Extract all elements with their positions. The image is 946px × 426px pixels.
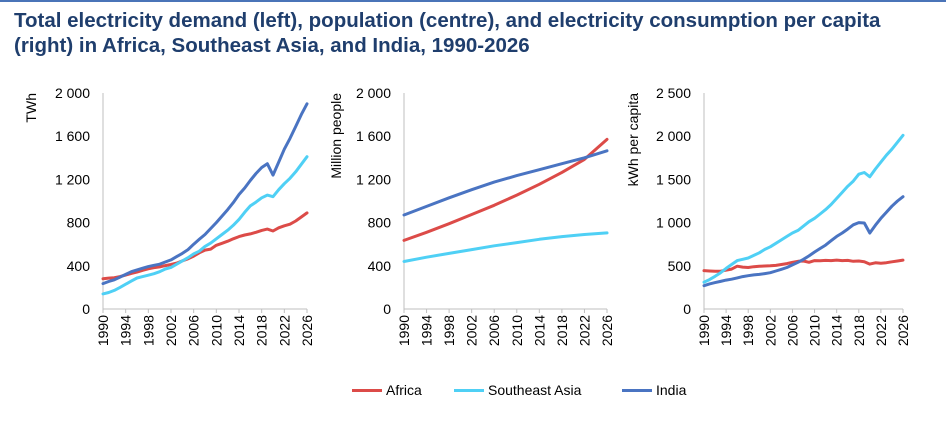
x-tick-label: 2010	[807, 315, 823, 346]
x-tick-label: 2010	[509, 315, 525, 346]
x-tick-label: 2010	[208, 315, 224, 346]
series-line-africa	[402, 137, 609, 242]
y-tick-label: 1 000	[656, 215, 691, 231]
legend-swatch-southeast-asia	[454, 388, 484, 392]
legend-label-southeast-asia: Southeast Asia	[488, 382, 582, 398]
x-tick-label: 2018	[254, 315, 270, 346]
series-line-southeast-asia	[702, 133, 905, 284]
x-tick-label: 2022	[276, 315, 292, 346]
x-tick-label: 2002	[762, 315, 778, 346]
y-tick-label: 2 500	[656, 85, 691, 101]
x-tick-label: 2018	[554, 315, 570, 346]
y-tick-label: 1 600	[55, 128, 90, 144]
legend: Africa Southeast Asia India	[0, 380, 946, 402]
x-tick-label: 2022	[576, 315, 592, 346]
y-axis-label: Million people	[328, 93, 344, 179]
legend-label-africa: Africa	[386, 382, 422, 398]
y-axis-label: TWh	[23, 93, 39, 123]
legend-item-india: India	[622, 380, 686, 400]
x-tick-label: 2002	[163, 315, 179, 346]
x-tick-label: 2018	[851, 315, 867, 346]
y-tick-label: 2 000	[656, 128, 691, 144]
series-line-india	[702, 195, 905, 288]
y-tick-label: 0	[82, 301, 90, 317]
charts-canvas: 0 400 800 1 200 1 600 2 000 TWh 1990 1994 1998 200…	[23, 85, 911, 346]
x-tick-label: 2022	[873, 315, 889, 346]
x-tick-label: 2026	[895, 315, 911, 346]
y-tick-label: 1 500	[656, 171, 691, 187]
series-line-africa	[101, 211, 309, 281]
x-tick-label: 2026	[299, 315, 315, 346]
x-tick-label: 2006	[784, 315, 800, 346]
y-tick-label: 800	[67, 215, 91, 231]
series-line-southeast-asia	[402, 231, 609, 263]
legend-item-africa: Africa	[352, 380, 422, 400]
x-tick-label: 2026	[599, 315, 615, 346]
series-line-southeast-asia	[101, 155, 309, 296]
x-tick-label: 1990	[696, 315, 712, 346]
x-tick-label: 2006	[186, 315, 202, 346]
page-title: Total electricity demand (left), populat…	[14, 9, 881, 57]
chart-panel-2: 0 400 800 1 200 1 600 2 000 Million people 1990…	[328, 85, 615, 346]
legend-swatch-africa	[352, 388, 382, 392]
y-tick-label: 2 000	[356, 85, 391, 101]
x-tick-label: 1994	[419, 315, 435, 346]
y-tick-label: 1 600	[356, 128, 391, 144]
top-rule	[0, 0, 946, 2]
series-line-india	[101, 102, 309, 286]
legend-item-southeast-asia: Southeast Asia	[454, 380, 581, 400]
x-tick-label: 1990	[396, 315, 412, 346]
y-tick-label: 0	[683, 301, 691, 317]
legend-swatch-india	[622, 388, 652, 392]
x-tick-label: 2014	[231, 315, 247, 346]
y-tick-label: 1 200	[55, 171, 90, 187]
x-tick-label: 2006	[486, 315, 502, 346]
x-tick-label: 2014	[531, 315, 547, 346]
x-tick-label: 1990	[95, 315, 111, 346]
y-tick-label: 400	[67, 258, 91, 274]
y-tick-label: 0	[383, 301, 391, 317]
y-tick-label: 800	[368, 215, 392, 231]
legend-label-india: India	[656, 382, 687, 398]
x-tick-label: 1994	[718, 315, 734, 346]
chart-panel-3: 0 500 1 000 1 500 2 000 2 500 kWh per capita 19…	[625, 85, 911, 346]
x-tick-label: 1998	[140, 315, 156, 346]
y-tick-label: 400	[368, 258, 392, 274]
x-tick-label: 1998	[441, 315, 457, 346]
series-line-india	[402, 149, 609, 217]
x-tick-label: 1998	[740, 315, 756, 346]
y-tick-label: 2 000	[55, 85, 90, 101]
x-tick-label: 2014	[829, 315, 845, 346]
chart-panel-1: 0 400 800 1 200 1 600 2 000 TWh 1990 1994 1998 200…	[23, 85, 315, 346]
x-tick-label: 2002	[464, 315, 480, 346]
x-tick-label: 1994	[118, 315, 134, 346]
y-axis-label: kWh per capita	[625, 93, 641, 187]
y-tick-label: 500	[668, 258, 692, 274]
y-tick-label: 1 200	[356, 171, 391, 187]
